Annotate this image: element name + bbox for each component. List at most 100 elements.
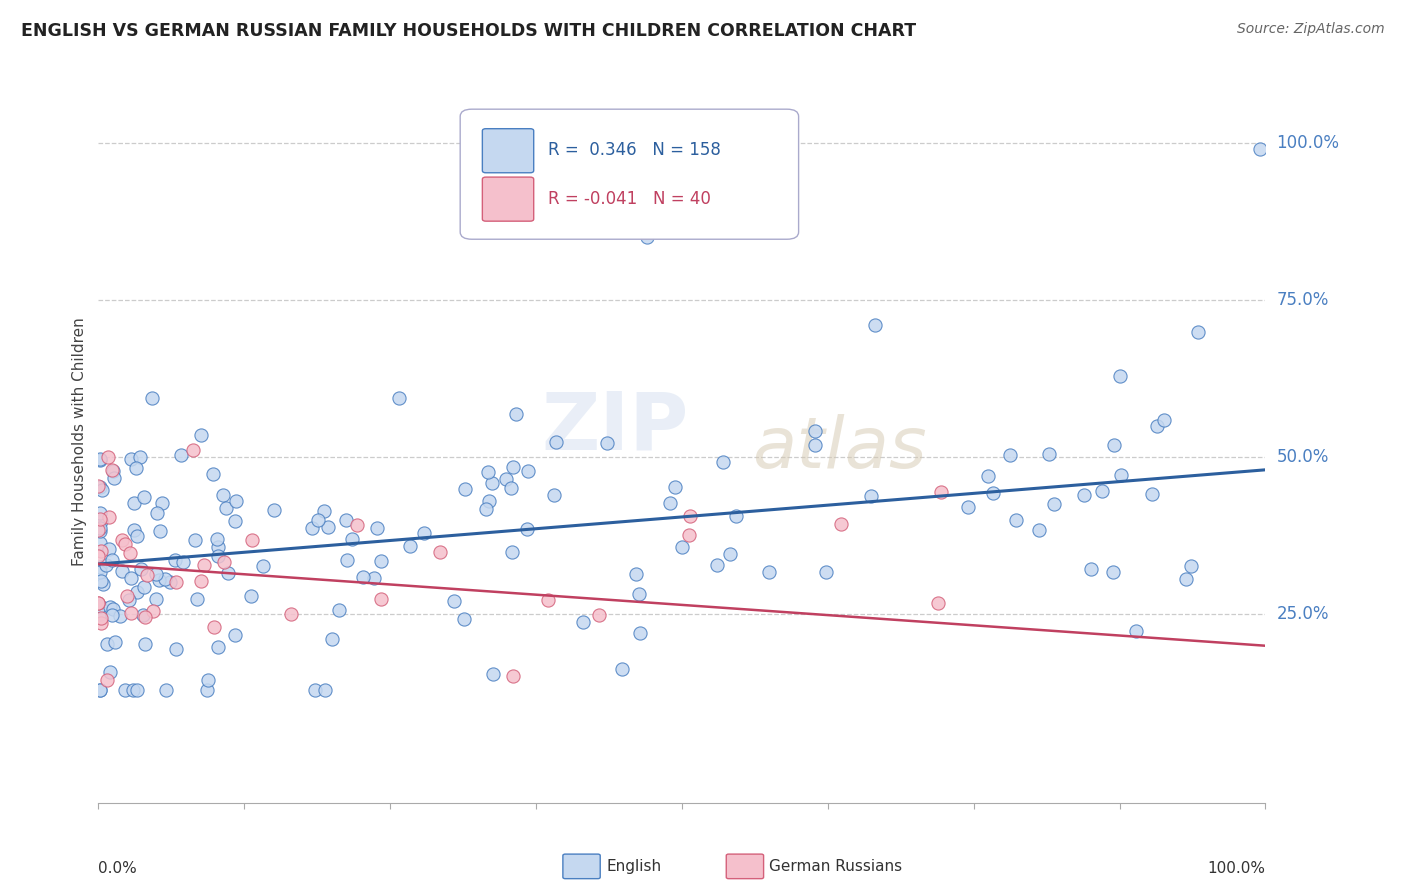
Point [363,571,385,585]
Point [1187,325,1209,339]
Point [860,489,883,503]
Point [328,603,350,617]
Point [124,496,146,510]
Point [89,514,111,528]
Point [190,427,212,442]
Point [312,504,335,518]
Point [1028,523,1050,537]
Point [399,539,422,553]
Point [97,450,120,465]
Text: ZIP: ZIP [541,388,689,467]
Point [197,673,219,688]
Point [89,599,111,613]
Point [624,566,647,581]
Point [89,607,111,621]
Point [89,565,111,579]
Point [195,682,218,697]
Point [87,596,110,610]
Point [1249,142,1271,156]
Point [98,509,121,524]
Point [572,615,595,630]
Point [453,612,475,626]
Point [170,448,193,462]
Point [636,230,658,244]
Point [505,407,527,421]
Point [543,488,565,502]
Point [148,573,170,587]
Point [201,467,224,481]
Point [804,425,827,439]
Point [1109,467,1132,482]
Point [803,437,825,451]
Point [537,593,560,607]
Point [165,553,187,567]
Point [366,521,388,535]
Text: 50.0%: 50.0% [1277,449,1329,467]
FancyBboxPatch shape [727,855,763,879]
Point [89,521,111,535]
Point [90,543,112,558]
Point [252,558,274,573]
Point [711,455,734,469]
Point [124,524,146,538]
Point [87,523,110,537]
Point [96,558,118,573]
Point [412,526,434,541]
Point [454,482,477,496]
Point [89,536,111,550]
Point [217,566,239,580]
Point [429,545,451,559]
Point [301,520,323,534]
Point [90,483,112,498]
Point [101,463,124,477]
Point [193,558,215,572]
Point [125,460,148,475]
Point [134,609,156,624]
Point [388,392,411,406]
Point [145,567,167,582]
Point [516,522,538,536]
Text: 100.0%: 100.0% [1208,861,1265,876]
Point [190,574,212,588]
Point [110,533,132,547]
Point [98,599,121,614]
Point [125,585,148,599]
Point [815,566,838,580]
Point [929,485,952,500]
Point [165,642,187,657]
Point [155,682,177,697]
Y-axis label: Family Households with Children: Family Households with Children [72,318,87,566]
Point [304,682,326,697]
Point [678,528,700,542]
Point [90,610,112,624]
Point [280,607,302,621]
Text: ENGLISH VS GERMAN RUSSIAN FAMILY HOUSEHOLDS WITH CHILDREN CORRELATION CHART: ENGLISH VS GERMAN RUSSIAN FAMILY HOUSEHO… [21,22,917,40]
Point [1180,559,1202,574]
Point [1109,368,1132,383]
Point [342,533,364,547]
Point [1146,419,1168,434]
Point [89,452,111,467]
Point [89,480,111,494]
Point [706,558,728,573]
Point [482,667,505,681]
FancyBboxPatch shape [562,855,600,879]
Point [477,465,499,479]
Point [443,594,465,608]
Point [1102,438,1125,452]
Point [207,540,229,554]
Point [307,513,329,527]
Point [101,602,124,616]
Point [544,434,567,449]
Point [159,575,181,590]
Point [172,555,194,569]
Point [596,436,619,450]
Point [184,533,207,548]
Point [671,540,693,554]
Point [207,640,229,654]
Point [1125,624,1147,638]
Point [89,451,111,466]
Point [118,546,141,560]
Text: 100.0%: 100.0% [1277,134,1340,153]
Point [495,472,517,486]
